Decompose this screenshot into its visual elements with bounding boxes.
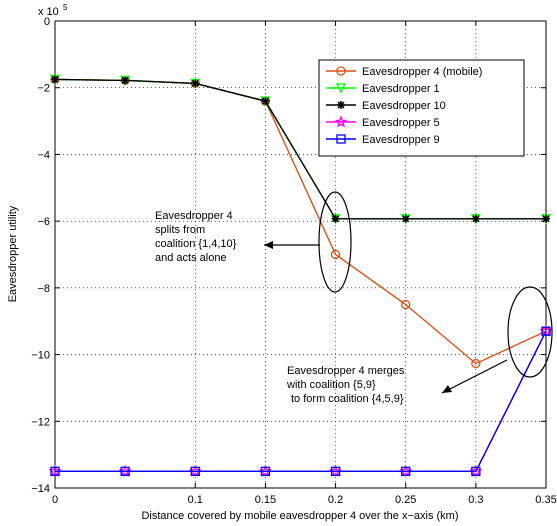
annotation-split-line-2: splits from	[155, 224, 205, 236]
legend-box	[318, 59, 525, 157]
y-multiplier-exponent: 5	[63, 3, 68, 12]
axis-ticks: 0 0.1 0.15 0.2 0.25 0.3 0.35 0 −2 −4 −6 −8 −10 −12 −14	[31, 16, 556, 506]
data-point	[471, 214, 480, 223]
series-eavesdropper-9	[50, 326, 551, 476]
data-point	[330, 249, 341, 260]
data-point	[471, 466, 481, 476]
annotation-merge-line-1: Eavesdropper 4 merges	[287, 365, 405, 377]
plot-frame	[54, 20, 547, 489]
annotation-split-line-4: and acts alone	[155, 252, 227, 264]
legend-label: Eavesdropper 9	[362, 134, 440, 146]
data-point	[401, 214, 410, 223]
legend-swatch-marker	[337, 101, 345, 109]
y-tick-label: 0	[44, 16, 50, 28]
data-point	[542, 214, 550, 223]
legend: Eavesdropper 4 (mobile) Eavesdropper 1 Eav…	[318, 59, 525, 157]
data-point	[401, 466, 411, 476]
legend-swatch-marker	[336, 66, 346, 76]
y-tick-label: −6	[37, 216, 50, 228]
data-point	[541, 326, 551, 336]
x-tick-label: 0.35	[535, 494, 556, 506]
x-axis-title: Distance covered by mobile eavesdropper …	[141, 510, 458, 522]
data-point	[191, 79, 200, 88]
data-point	[331, 214, 340, 223]
data-point	[51, 75, 59, 84]
data-point	[260, 466, 271, 476]
data-point	[330, 466, 341, 476]
legend-label: Eavesdropper 4 (mobile)	[362, 66, 482, 78]
annotation-split-line-3: coalition {1,4,10}	[155, 238, 237, 250]
legend-entries: Eavesdropper 4 (mobile) Eavesdropper 1 Eav…	[326, 66, 482, 146]
data-point	[261, 97, 270, 106]
legend-entry: Eavesdropper 4 (mobile)	[326, 66, 482, 78]
annotation-merge-line-3: to form coalition {4,5,9}	[291, 393, 404, 405]
x-tick-label: 0.2	[328, 494, 343, 506]
annotations: Eavesdropper 4 splits from coalition {1,…	[155, 191, 553, 405]
data-point	[121, 76, 130, 85]
x-tick-label: 0.1	[188, 494, 203, 506]
legend-label: Eavesdropper 5	[362, 117, 440, 129]
legend-entry: Eavesdropper 9	[326, 134, 440, 146]
legend-swatch-marker	[335, 83, 347, 94]
legend-swatch-marker	[334, 115, 348, 128]
data-point	[190, 466, 200, 476]
series-line	[54, 78, 546, 220]
y-tick-label: −8	[37, 283, 50, 295]
annotation-split-line-1: Eavesdropper 4	[155, 210, 233, 222]
data-point	[401, 299, 411, 310]
data-point	[120, 466, 130, 476]
annotation-arrow-merge	[441, 359, 508, 394]
legend-entry: Eavesdropper 1	[326, 83, 440, 95]
y-tick-label: −2	[37, 83, 50, 95]
annotation-ellipse-split	[318, 191, 352, 293]
y-tick-label: −14	[31, 483, 50, 495]
y-tick-label: −10	[31, 350, 50, 362]
x-tick-label: 0	[52, 494, 58, 506]
legend-entry: Eavesdropper 5	[326, 115, 440, 129]
annotation-ellipse-merge	[507, 286, 553, 378]
x-tick-label: 0.25	[395, 494, 416, 506]
y-tick-label: −12	[31, 416, 50, 428]
legend-swatch-marker	[336, 134, 346, 144]
annotation-arrowhead-split	[264, 241, 273, 249]
legend-label: Eavesdropper 10	[362, 100, 446, 112]
annotation-arrowhead-merge	[442, 385, 452, 393]
series-lines	[48, 74, 553, 477]
series-eavesdropper-10	[51, 75, 550, 223]
annotation-merge-line-2: with coalition {5,9}	[286, 379, 376, 391]
legend-entry: Eavesdropper 10	[326, 100, 446, 112]
series-line	[55, 330, 547, 472]
y-axis-title: Eavesdropper utility	[7, 205, 19, 302]
x-tick-label: 0.3	[468, 494, 483, 506]
legend-label: Eavesdropper 1	[362, 83, 440, 95]
y-tick-label: −4	[37, 149, 50, 161]
data-point	[471, 358, 481, 369]
data-point	[50, 466, 60, 476]
x-tick-label: 0.15	[255, 494, 276, 506]
y-multiplier-base: x 10	[38, 6, 59, 18]
